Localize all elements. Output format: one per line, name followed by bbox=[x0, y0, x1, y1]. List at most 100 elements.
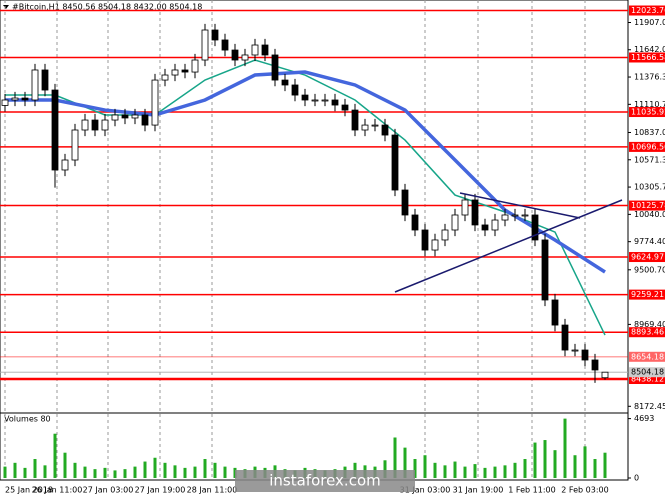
candle-body bbox=[151, 79, 159, 126]
y-tick-label: 11907.05 bbox=[634, 18, 665, 27]
x-tick-label: 2 Feb 03:00 bbox=[561, 486, 608, 495]
trend-line bbox=[394, 199, 623, 293]
candle-body bbox=[281, 79, 289, 86]
candle-body bbox=[531, 214, 539, 241]
level-label: 9259.21 bbox=[631, 290, 664, 299]
candle-body bbox=[91, 119, 99, 131]
candle-body bbox=[301, 94, 309, 101]
candle-body bbox=[481, 224, 489, 231]
candle-body bbox=[411, 214, 419, 231]
y-tick-label: 8172.45 bbox=[634, 402, 665, 411]
candle-body bbox=[291, 84, 299, 96]
y-tick-label: 8969.40 bbox=[634, 320, 665, 329]
x-tick-label: 31 Jan 19:00 bbox=[453, 486, 504, 495]
candle-body bbox=[401, 189, 409, 216]
level-box bbox=[629, 373, 665, 384]
candle-body bbox=[571, 349, 579, 352]
volume-title: Volumes 80 bbox=[4, 415, 51, 424]
candle-body bbox=[201, 29, 209, 61]
candle-body bbox=[111, 114, 119, 121]
candle-body bbox=[511, 214, 519, 217]
trend-line bbox=[459, 192, 581, 219]
x-tick-label: 27 Jan 03:00 bbox=[83, 486, 134, 495]
level-box bbox=[629, 107, 665, 118]
chart-title: #Bitcoin,H1 8450.56 8504.18 8432.00 8504… bbox=[12, 3, 202, 12]
y-tick-label: 11110.70 bbox=[634, 100, 665, 109]
candle-body bbox=[1, 99, 9, 106]
x-tick-label: 25 Jan 2018 bbox=[5, 486, 53, 495]
watermark: instaforex.com bbox=[269, 472, 381, 490]
candle-body bbox=[331, 99, 339, 106]
candle-body bbox=[181, 69, 189, 73]
candle-body bbox=[261, 44, 269, 56]
candle-body bbox=[381, 124, 389, 136]
level-box bbox=[629, 5, 665, 16]
level-label: 10696.50 bbox=[631, 142, 665, 151]
candle-body bbox=[451, 214, 459, 231]
x-tick-label: 31 Jan 03:00 bbox=[400, 486, 451, 495]
volume-tick-label: 0 bbox=[634, 474, 639, 483]
candle-body bbox=[561, 324, 569, 351]
candle-body bbox=[441, 229, 449, 241]
candle-body bbox=[471, 199, 479, 226]
level-label: 9624.97 bbox=[631, 253, 664, 262]
level-box bbox=[629, 141, 665, 152]
candle-body bbox=[321, 99, 329, 102]
candle-body bbox=[491, 219, 499, 231]
candle-body bbox=[121, 114, 129, 119]
candle-body bbox=[11, 97, 19, 101]
level-label: 11035.92 bbox=[631, 108, 665, 117]
level-label: 8438.12 bbox=[631, 374, 664, 383]
candle-body bbox=[131, 114, 139, 119]
x-tick-label: 1 Feb 11:00 bbox=[508, 486, 555, 495]
candle-body bbox=[171, 69, 179, 76]
volume-tick-label: 4693 bbox=[634, 414, 654, 423]
x-tick-label: 28 Jan 11:00 bbox=[187, 486, 238, 495]
candle-body bbox=[241, 54, 249, 61]
candle-body bbox=[421, 229, 429, 251]
candle-body bbox=[161, 74, 169, 81]
candle-body bbox=[101, 119, 109, 131]
candle-body bbox=[81, 119, 89, 131]
candle-body bbox=[71, 129, 79, 161]
last-price-label: 8504.18 bbox=[631, 368, 664, 377]
y-tick-label: 11642.00 bbox=[634, 45, 665, 54]
candle-body bbox=[51, 89, 59, 171]
candle-body bbox=[251, 44, 259, 56]
level-box bbox=[629, 327, 665, 338]
candle-body bbox=[311, 99, 319, 102]
candle-body bbox=[341, 104, 349, 111]
candle-body bbox=[581, 349, 589, 361]
candle-body bbox=[361, 124, 369, 131]
candle-body bbox=[601, 371, 609, 379]
candle-body bbox=[61, 159, 69, 171]
y-tick-label: 9500.70 bbox=[634, 265, 665, 274]
y-tick-label: 10571.35 bbox=[634, 155, 665, 164]
watermark-box bbox=[235, 470, 415, 492]
candle-body bbox=[591, 359, 599, 371]
x-tick-label: 26 Jan 11:00 bbox=[32, 486, 83, 495]
candle-body bbox=[41, 69, 49, 91]
level-box bbox=[629, 52, 665, 63]
level-label: 12023.76 bbox=[631, 6, 665, 15]
candle-body bbox=[431, 239, 439, 251]
candle-body bbox=[501, 214, 509, 221]
y-tick-label: 9774.40 bbox=[634, 237, 665, 246]
level-box bbox=[629, 200, 665, 211]
candle-body bbox=[211, 29, 219, 41]
level-label: 8654.18 bbox=[631, 352, 664, 361]
y-tick-label: 10305.70 bbox=[634, 183, 665, 192]
candle-body bbox=[191, 59, 199, 73]
x-tick-label: 27 Jan 19:00 bbox=[135, 486, 186, 495]
candle-body bbox=[141, 114, 149, 126]
level-box bbox=[629, 289, 665, 300]
y-tick-label: 10837.00 bbox=[634, 128, 665, 137]
candle-body bbox=[541, 239, 549, 301]
level-label: 8893.46 bbox=[631, 328, 664, 337]
y-tick-label: 11376.35 bbox=[634, 73, 665, 82]
candle-body bbox=[521, 214, 529, 217]
level-box bbox=[629, 252, 665, 263]
level-label: 10125.78 bbox=[631, 201, 665, 210]
